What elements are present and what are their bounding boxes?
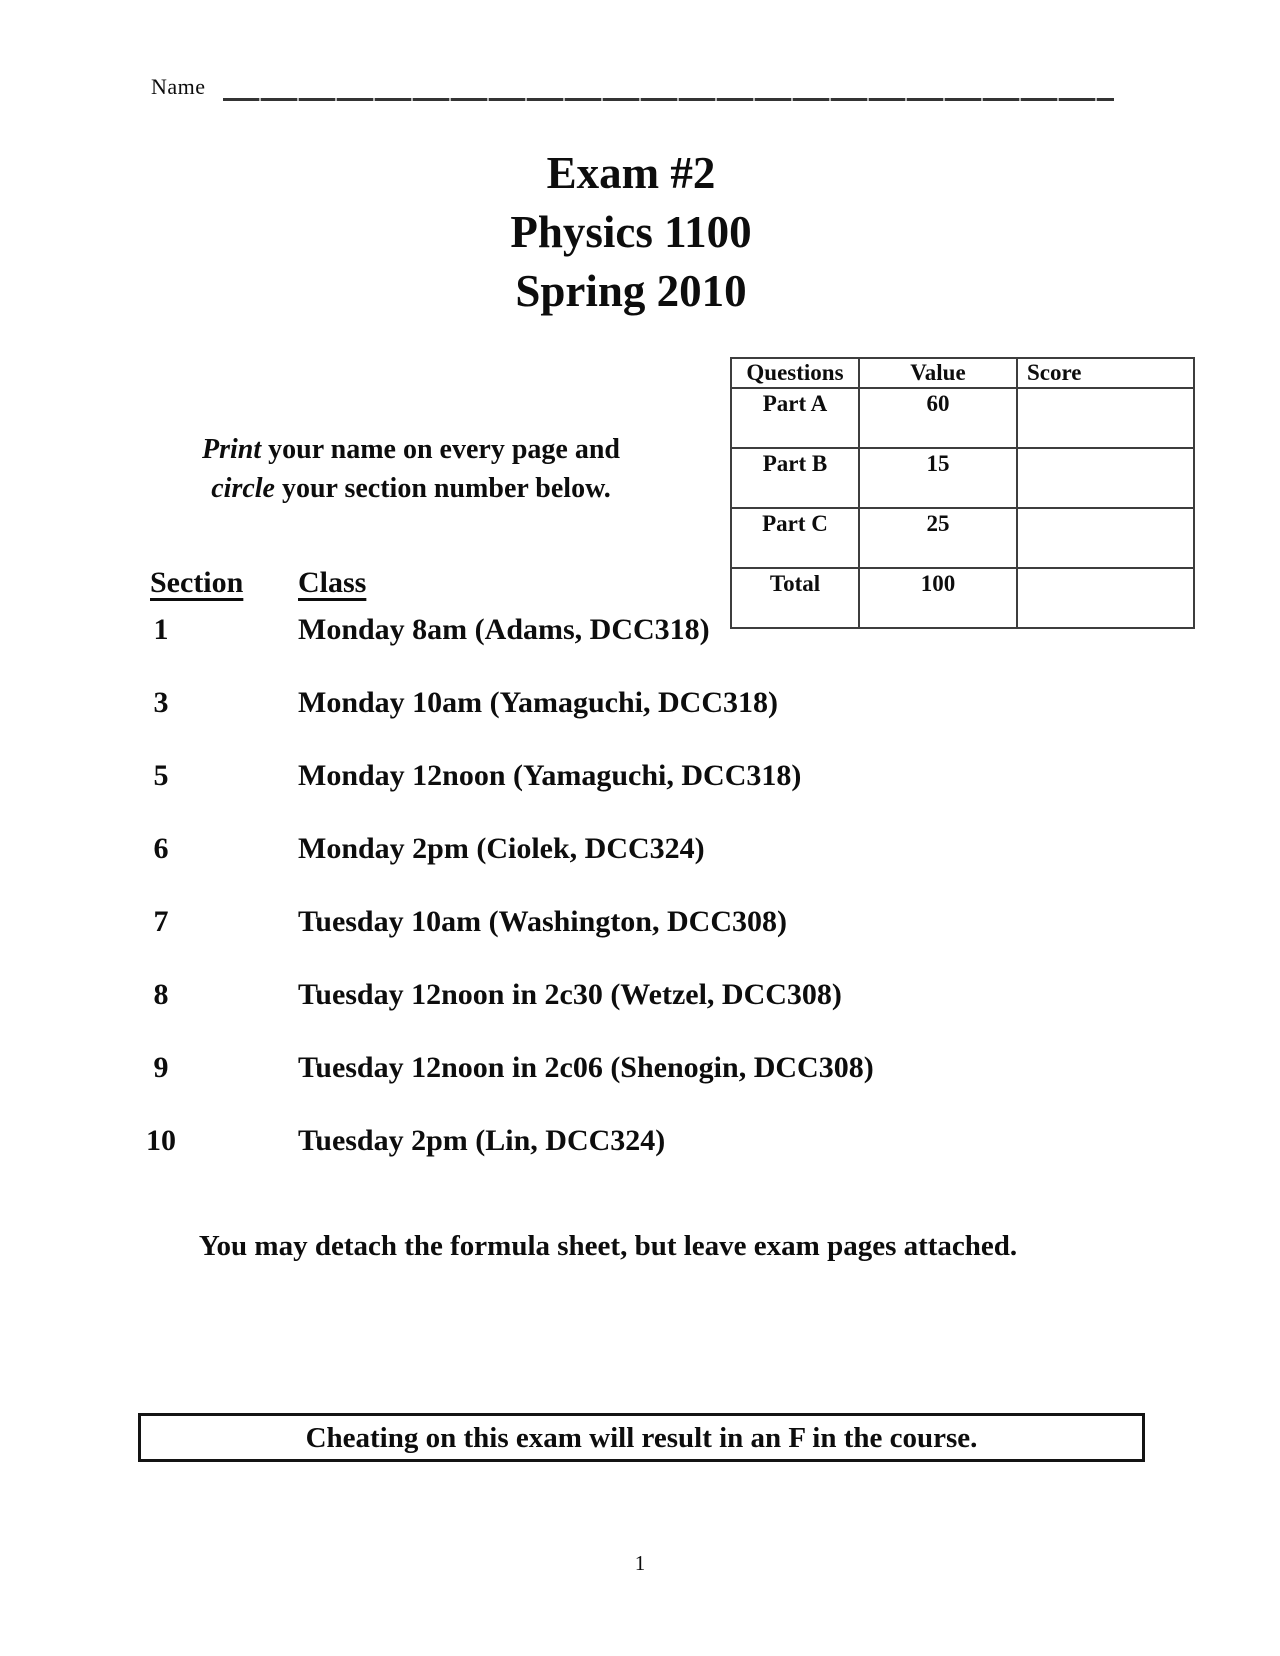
section-row: 7 Tuesday 10am (Washington, DCC308) <box>140 905 1140 978</box>
section-column-header: Section <box>150 566 244 599</box>
score-table-cell-question: Part C <box>730 507 860 569</box>
score-table-cell-score <box>1016 507 1195 569</box>
score-table-header-row: Questions Value Score <box>730 357 1195 389</box>
section-class-description: Tuesday 2pm (Lin, DCC324) <box>298 1124 666 1157</box>
score-table-row: Part C 25 <box>730 507 1195 569</box>
section-row: 5 Monday 12noon (Yamaguchi, DCC318) <box>140 759 1140 832</box>
score-table-row: Part B 15 <box>730 447 1195 509</box>
instructions-line-1: Print your name on every page and <box>142 430 680 469</box>
section-number: 7 <box>153 905 169 938</box>
section-row: 8 Tuesday 12noon in 2c30 (Wetzel, DCC308) <box>140 978 1140 1051</box>
section-class-description: Monday 12noon (Yamaguchi, DCC318) <box>298 759 802 792</box>
instructions-print-word: Print <box>202 434 262 465</box>
section-row: 10 Tuesday 2pm (Lin, DCC324) <box>140 1124 1140 1197</box>
instructions-line1-rest: your name on every page and <box>261 434 620 465</box>
detach-note: You may detach the formula sheet, but le… <box>198 1230 1018 1262</box>
section-number: 5 <box>153 759 169 792</box>
score-table-header-score: Score <box>1016 357 1195 389</box>
section-class-description: Tuesday 12noon in 2c30 (Wetzel, DCC308) <box>298 978 842 1011</box>
score-table-row: Part A 60 <box>730 387 1195 449</box>
section-class-description: Monday 2pm (Ciolek, DCC324) <box>298 832 705 865</box>
section-number: 10 <box>146 1124 176 1157</box>
name-label: Name <box>151 74 206 99</box>
section-class-description: Tuesday 12noon in 2c06 (Shenogin, DCC308… <box>298 1051 874 1084</box>
score-table-cell-value: 100 <box>858 567 1018 629</box>
section-number: 3 <box>153 686 169 719</box>
class-column-header: Class <box>298 566 367 599</box>
section-row: 6 Monday 2pm (Ciolek, DCC324) <box>140 832 1140 905</box>
section-class-description: Monday 8am (Adams, DCC318) <box>298 613 710 646</box>
title-line-term: Spring 2010 <box>515 266 747 316</box>
section-number: 1 <box>153 613 169 646</box>
score-table: Questions Value Score Part A 60 Part B 15 Pa… <box>730 357 1195 629</box>
section-number: 6 <box>153 832 169 865</box>
title-line-course: Physics 1100 <box>510 207 752 257</box>
section-row: 1 Monday 8am (Adams, DCC318) <box>140 613 1140 686</box>
score-table-header-questions: Questions <box>730 357 860 389</box>
score-table-cell-question: Part A <box>730 387 860 449</box>
score-table-cell-score <box>1016 567 1195 629</box>
instructions-text: Print your name on every page and circle… <box>142 430 680 508</box>
section-row: 9 Tuesday 12noon in 2c06 (Shenogin, DCC30… <box>140 1051 1140 1124</box>
section-number: 9 <box>153 1051 169 1084</box>
section-class-description: Monday 10am (Yamaguchi, DCC318) <box>298 686 778 719</box>
exam-title: Exam #2 Physics 1100 Spring 2010 <box>0 144 1262 321</box>
section-class-description: Tuesday 10am (Washington, DCC308) <box>298 905 787 938</box>
name-blank-line <box>223 98 1114 101</box>
cheating-warning-text: Cheating on this exam will result in an … <box>305 1422 978 1454</box>
score-table-cell-score <box>1016 447 1195 509</box>
score-table-cell-value: 25 <box>858 507 1018 569</box>
score-table-header-value: Value <box>858 357 1018 389</box>
instructions-line2-rest: your section number below. <box>274 473 611 504</box>
page-number: 1 <box>634 1551 646 1575</box>
score-table-cell-value: 15 <box>858 447 1018 509</box>
title-line-exam: Exam #2 <box>546 148 716 198</box>
instructions-line-2: circle your section number below. <box>142 469 680 508</box>
score-table-cell-value: 60 <box>858 387 1018 449</box>
section-list: 1 Monday 8am (Adams, DCC318) 3 Monday 10am … <box>140 613 1140 1197</box>
score-table-cell-question: Part B <box>730 447 860 509</box>
section-row: 3 Monday 10am (Yamaguchi, DCC318) <box>140 686 1140 759</box>
score-table-cell-score <box>1016 387 1195 449</box>
cheating-warning-box: Cheating on this exam will result in an … <box>138 1413 1145 1462</box>
instructions-circle-word: circle <box>211 473 275 504</box>
section-number: 8 <box>153 978 169 1011</box>
score-table-cell-question: Total <box>730 567 860 629</box>
score-table-row: Total 100 <box>730 567 1195 629</box>
